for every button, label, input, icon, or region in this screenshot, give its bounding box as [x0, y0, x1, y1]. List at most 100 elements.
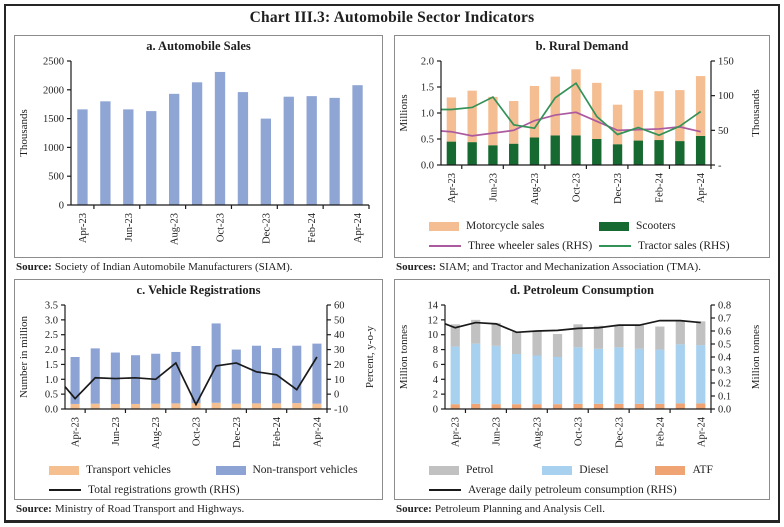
right-tick-label: 30	[334, 345, 345, 356]
legend-item-tractor-sales-rhs: Tractor sales (RHS)	[599, 240, 769, 252]
left-tick-label: 1000	[43, 143, 64, 154]
right-tick-label: 0.6	[718, 327, 731, 338]
bar-segment-motorcycle-sales	[654, 91, 664, 141]
right-tick-label: 0.3	[718, 366, 731, 377]
bar-segment-petrol	[675, 320, 685, 345]
legend-swatch-transport-vehicles	[49, 465, 79, 475]
right-tick-label: 100	[718, 91, 734, 102]
legend-item-three-wheeler-sales-rhs: Three wheeler sales (RHS)	[429, 240, 599, 252]
left-tick-label: 0.5	[45, 390, 58, 401]
bar-segment-transport-vehicles	[211, 402, 221, 409]
x-tick-label: Apr-24	[696, 416, 707, 447]
bar-segment-atf	[696, 403, 706, 409]
x-tick-label: Jun-23	[111, 417, 122, 446]
chart-a-svg: 0 500 1000 1500 2000 2500 Apr-23 Jun-23 Aug-23 Oc…	[18, 57, 370, 245]
panel-vehicle-registrations: c. Vehicle Registrations 0.0 0.5 1.0 1.5 2.0…	[14, 279, 383, 500]
bar-segment-non-transport-vehicles	[191, 346, 201, 404]
bar-segment-atf	[491, 404, 501, 409]
x-tick-label: Jun-23	[124, 213, 135, 242]
bar-segment-motorcycle-sales	[675, 90, 685, 142]
bar-segment-atf	[593, 403, 604, 409]
legend-label: Non-transport vehicles	[252, 464, 358, 476]
legend-swatch-diesel	[542, 465, 573, 475]
left-axis-title: Million tonnes	[398, 325, 410, 389]
x-tick-label: Dec-23	[614, 417, 625, 448]
bar-segment-scooters	[612, 144, 623, 165]
right-axis-title: Million tonnes	[750, 325, 762, 389]
right-tick-label: 10	[334, 375, 345, 386]
bar-segment-petrol	[696, 321, 706, 346]
x-tick-label: Feb-24	[272, 416, 283, 446]
legend-label: Motorcycle sales	[466, 220, 545, 232]
panel-c-legend: Transport vehicles Non-transport vehicles…	[15, 460, 382, 500]
bar-segment-motorcycle-sales	[612, 104, 623, 145]
bar-segment-petrol	[573, 324, 583, 348]
bar-segment-scooters	[654, 140, 664, 165]
left-tick-label: 3.5	[45, 301, 58, 312]
right-axis-title: Thousands	[750, 89, 762, 137]
bar-segment-scooters	[571, 135, 581, 165]
legend-item-scooters: Scooters	[599, 220, 769, 232]
left-axis-title: Number in million	[18, 316, 30, 398]
bar-segment-scooters	[529, 137, 540, 165]
bar-segment-non-transport-vehicles	[312, 343, 322, 404]
bar-segment-motorcycle-sales	[529, 85, 540, 138]
bar-segment-non-transport-vehicles	[171, 351, 181, 404]
left-tick-label: 14	[428, 301, 439, 312]
bar-segment-automobile-sales	[191, 82, 203, 205]
right-tick-label: 0.5	[718, 340, 731, 351]
left-tick-label: 0.0	[45, 405, 58, 416]
right-tick-label: 150	[718, 57, 734, 68]
source-b-text: SIAM; and Tractor and Mechanization Asso…	[439, 261, 701, 273]
bar-segment-scooters	[509, 143, 519, 165]
left-tick-label: 2	[433, 390, 438, 401]
legend-label: Scooters	[636, 220, 676, 232]
source-c-text: Ministry of Road Transport and Highways.	[54, 503, 245, 515]
source-b-label: Sources:	[396, 261, 437, 273]
left-tick-label: 4	[433, 375, 439, 386]
bar-segment-petrol	[655, 326, 665, 350]
bar-segment-atf	[655, 403, 665, 409]
bar-segment-scooters	[633, 140, 643, 165]
left-tick-label: 1.0	[45, 375, 58, 386]
source-line-a: Source: Society of Indian Automobile Manu…	[16, 261, 293, 273]
right-tick-label: 60	[334, 301, 345, 312]
legend-item-transport-vehicles: Transport vehicles	[49, 464, 216, 476]
bar-segment-non-transport-vehicles	[231, 349, 241, 404]
right-tick-label: 50	[718, 126, 729, 137]
right-tick-label: -10	[334, 405, 348, 416]
left-tick-label: 1.0	[421, 109, 434, 120]
bar-segment-transport-vehicles	[272, 403, 282, 409]
legend-item-atf: ATF	[655, 464, 768, 476]
bar-segment-motorcycle-sales	[509, 101, 519, 144]
bar-segment-automobile-sales	[283, 96, 294, 205]
x-tick-label: Feb-24	[655, 416, 666, 446]
left-tick-label: 0.5	[421, 135, 434, 146]
bar-segment-diesel	[532, 355, 542, 405]
bar-segment-petrol	[450, 324, 460, 347]
bar-segment-non-transport-vehicles	[251, 345, 261, 404]
bar-segment-scooters	[675, 141, 685, 165]
panel-b-title: b. Rural Demand	[535, 39, 629, 53]
bar-segment-motorcycle-sales	[695, 76, 706, 136]
bar-segment-transport-vehicles	[171, 403, 181, 409]
bar-segment-diesel	[552, 357, 563, 405]
panel-petroleum-consumption: d. Petroleum Consumption 0 2 4 6 8 10 12 14 0.0 0…	[394, 279, 770, 500]
bar-segment-automobile-sales	[352, 85, 363, 205]
bar-segment-scooters	[695, 135, 706, 165]
x-tick-label: Oct-23	[572, 173, 583, 202]
bar-segment-diesel	[593, 348, 604, 404]
bar-segment-atf	[512, 404, 522, 409]
bar-segment-automobile-sales	[146, 111, 157, 205]
bar-segment-non-transport-vehicles	[292, 345, 302, 404]
x-tick-label: Oct-23	[574, 417, 585, 446]
bar-segment-motorcycle-sales	[550, 76, 560, 136]
right-tick-label: 0.2	[718, 379, 731, 390]
bar-segment-automobile-sales	[77, 109, 88, 205]
x-tick-label: Oct-23	[192, 417, 203, 446]
legend-swatch-scooters	[599, 221, 629, 231]
left-tick-label: 2500	[43, 57, 64, 68]
x-tick-label: Apr-23	[447, 173, 458, 203]
bar-segment-transport-vehicles	[251, 403, 261, 409]
